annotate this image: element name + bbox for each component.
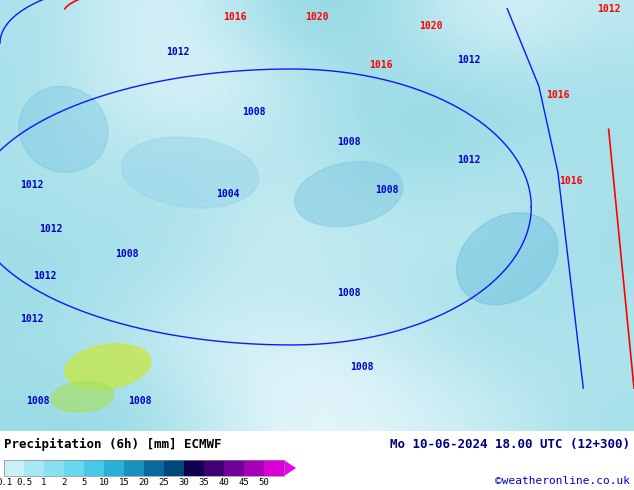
Text: 1008: 1008 (349, 362, 373, 371)
Text: 10: 10 (99, 478, 110, 487)
FancyBboxPatch shape (184, 460, 204, 476)
Text: Mo 10-06-2024 18.00 UTC (12+300): Mo 10-06-2024 18.00 UTC (12+300) (390, 438, 630, 451)
Text: 30: 30 (179, 478, 190, 487)
Ellipse shape (19, 86, 108, 172)
Text: 1008: 1008 (337, 288, 361, 298)
Text: 1008: 1008 (115, 249, 139, 259)
Text: 45: 45 (238, 478, 249, 487)
Text: 1020: 1020 (305, 12, 329, 22)
Ellipse shape (51, 381, 114, 412)
Text: 1004: 1004 (216, 189, 240, 199)
Polygon shape (284, 460, 296, 476)
Text: 25: 25 (158, 478, 169, 487)
FancyBboxPatch shape (124, 460, 144, 476)
Text: 1008: 1008 (375, 185, 399, 195)
Bar (4, 460, 284, 476)
Text: 15: 15 (119, 478, 129, 487)
Text: 1020: 1020 (419, 21, 443, 31)
Text: 20: 20 (139, 478, 150, 487)
Text: 1008: 1008 (26, 396, 50, 406)
Ellipse shape (295, 162, 403, 226)
Text: 1008: 1008 (127, 396, 152, 406)
Text: 0.1: 0.1 (0, 478, 12, 487)
FancyBboxPatch shape (104, 460, 124, 476)
Text: Precipitation (6h) [mm] ECMWF: Precipitation (6h) [mm] ECMWF (4, 438, 221, 451)
FancyBboxPatch shape (204, 460, 224, 476)
Text: 1012: 1012 (457, 154, 481, 165)
Text: 0.5: 0.5 (16, 478, 32, 487)
FancyBboxPatch shape (4, 460, 24, 476)
FancyBboxPatch shape (44, 460, 64, 476)
Text: 1: 1 (41, 478, 47, 487)
Text: 1016: 1016 (368, 60, 392, 70)
FancyBboxPatch shape (84, 460, 104, 476)
Text: 1012: 1012 (20, 314, 44, 324)
Text: 1016: 1016 (223, 12, 247, 22)
FancyBboxPatch shape (244, 460, 264, 476)
Ellipse shape (65, 344, 151, 389)
Text: 50: 50 (259, 478, 269, 487)
Text: 1012: 1012 (32, 271, 56, 281)
FancyBboxPatch shape (264, 460, 284, 476)
Text: 2: 2 (61, 478, 67, 487)
FancyBboxPatch shape (24, 460, 44, 476)
Text: 1012: 1012 (165, 47, 190, 57)
FancyBboxPatch shape (144, 460, 164, 476)
Text: 1008: 1008 (242, 107, 266, 117)
FancyBboxPatch shape (64, 460, 84, 476)
Ellipse shape (456, 213, 558, 305)
FancyBboxPatch shape (224, 460, 244, 476)
Text: 35: 35 (198, 478, 209, 487)
Ellipse shape (122, 137, 259, 208)
Text: 1012: 1012 (597, 3, 621, 14)
Text: 1012: 1012 (457, 55, 481, 65)
FancyBboxPatch shape (164, 460, 184, 476)
Text: 5: 5 (81, 478, 87, 487)
Text: 40: 40 (219, 478, 230, 487)
Text: 1016: 1016 (559, 176, 583, 186)
Text: 1008: 1008 (337, 137, 361, 147)
Text: 1016: 1016 (546, 90, 570, 100)
Text: 1012: 1012 (20, 180, 44, 191)
Text: ©weatheronline.co.uk: ©weatheronline.co.uk (495, 476, 630, 486)
Text: 1012: 1012 (39, 223, 63, 234)
